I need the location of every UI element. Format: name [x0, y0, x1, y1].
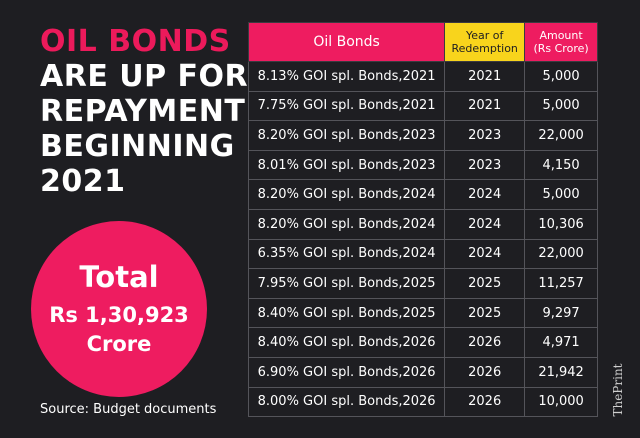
table-header-row: Oil Bonds Year of Redemption Amount (Rs …	[247, 22, 598, 62]
header-year: Year of Redemption	[444, 22, 526, 62]
cell-year: 2024	[444, 238, 526, 270]
header-amount: Amount (Rs Crore)	[524, 22, 598, 62]
table-row: 8.20% GOI spl. Bonds,2023 2023 22,000	[247, 120, 598, 151]
cell-year: 2026	[444, 327, 526, 358]
cell-year: 2023	[444, 149, 526, 181]
cell-amount: 4,971	[524, 327, 598, 358]
cell-amount: 10,306	[524, 208, 598, 240]
cell-bond: 7.95% GOI spl. Bonds,2025	[247, 268, 446, 299]
table-row: 8.01% GOI spl. Bonds,2023 2023 4,150	[247, 149, 598, 181]
cell-bond: 8.40% GOI spl. Bonds,2026	[247, 327, 446, 358]
cell-bond: 6.90% GOI spl. Bonds,2026	[247, 356, 446, 388]
cell-year: 2026	[444, 356, 526, 388]
cell-year: 2026	[444, 386, 526, 418]
cell-bond: 8.13% GOI spl. Bonds,2021	[247, 61, 446, 92]
oil-bonds-table: Oil Bonds Year of Redemption Amount (Rs …	[247, 22, 598, 418]
headline-line: 2021	[40, 164, 126, 199]
cell-year: 2021	[444, 61, 526, 92]
cell-year: 2025	[444, 268, 526, 299]
cell-year: 2024	[444, 208, 526, 240]
cell-amount: 10,000	[524, 386, 598, 418]
table-row: 8.40% GOI spl. Bonds,2025 2025 9,297	[247, 297, 598, 329]
cell-amount: 5,000	[524, 61, 598, 92]
cell-amount: 5,000	[524, 90, 598, 122]
table-row: 8.20% GOI spl. Bonds,2024 2024 10,306	[247, 208, 598, 240]
cell-bond: 8.00% GOI spl. Bonds,2026	[247, 386, 446, 418]
total-unit: Crore	[86, 332, 152, 356]
table-row: 7.75% GOI spl. Bonds,2021 2021 5,000	[247, 90, 598, 122]
header-bond: Oil Bonds	[247, 22, 446, 62]
headline-accent: OIL BONDS	[40, 24, 231, 59]
total-amount: Rs 1,30,923	[49, 303, 189, 327]
cell-year: 2025	[444, 297, 526, 329]
cell-bond: 7.75% GOI spl. Bonds,2021	[247, 90, 446, 122]
cell-year: 2023	[444, 120, 526, 151]
headline: OIL BONDS ARE UP FOR REPAYMENT BEGINNING…	[40, 24, 248, 199]
total-badge: Total Rs 1,30,923 Crore	[31, 221, 207, 397]
header-year-line: Year of	[465, 29, 504, 42]
headline-line: BEGINNING	[40, 129, 235, 164]
cell-amount: 5,000	[524, 179, 598, 210]
cell-bond: 8.20% GOI spl. Bonds,2024	[247, 208, 446, 240]
cell-amount: 11,257	[524, 268, 598, 299]
table-row: 8.20% GOI spl. Bonds,2024 2024 5,000	[247, 179, 598, 210]
table-row: 8.40% GOI spl. Bonds,2026 2026 4,971	[247, 327, 598, 358]
cell-year: 2024	[444, 179, 526, 210]
table-row: 6.90% GOI spl. Bonds,2026 2026 21,942	[247, 356, 598, 388]
cell-amount: 22,000	[524, 238, 598, 270]
cell-bond: 8.40% GOI spl. Bonds,2025	[247, 297, 446, 329]
brand-name: ThePrint	[611, 363, 625, 417]
table-row: 8.00% GOI spl. Bonds,2026 2026 10,000	[247, 386, 598, 418]
cell-amount: 4,150	[524, 149, 598, 181]
cell-bond: 6.35% GOI spl. Bonds,2024	[247, 238, 446, 270]
table-row: 8.13% GOI spl. Bonds,2021 2021 5,000	[247, 61, 598, 92]
header-year-line: Redemption	[451, 42, 518, 55]
cell-bond: 8.01% GOI spl. Bonds,2023	[247, 149, 446, 181]
header-amount-line: Amount	[539, 29, 583, 42]
source-note: Source: Budget documents	[40, 402, 217, 417]
total-label: Total	[79, 260, 159, 294]
brand-logo: ThePrint	[603, 360, 633, 420]
headline-line: REPAYMENT	[40, 94, 246, 129]
cell-bond: 8.20% GOI spl. Bonds,2024	[247, 179, 446, 210]
table-row: 7.95% GOI spl. Bonds,2025 2025 11,257	[247, 268, 598, 299]
cell-year: 2021	[444, 90, 526, 122]
table-row: 6.35% GOI spl. Bonds,2024 2024 22,000	[247, 238, 598, 270]
table-body: 8.13% GOI spl. Bonds,2021 2021 5,000 7.75% …	[247, 61, 598, 418]
cell-amount: 21,942	[524, 356, 598, 388]
cell-amount: 9,297	[524, 297, 598, 329]
cell-bond: 8.20% GOI spl. Bonds,2023	[247, 120, 446, 151]
headline-line: ARE UP FOR	[40, 59, 249, 94]
header-amount-line: (Rs Crore)	[533, 42, 589, 55]
cell-amount: 22,000	[524, 120, 598, 151]
